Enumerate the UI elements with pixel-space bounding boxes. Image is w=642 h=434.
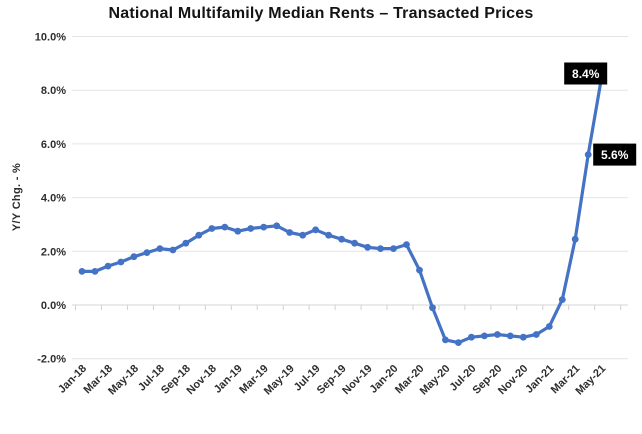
- annotation-label: 5.6%: [601, 148, 629, 162]
- data-point-Jun-19[interactable]: [299, 231, 307, 239]
- data-point-Jun-18[interactable]: [143, 249, 151, 256]
- data-point-Apr-20[interactable]: [429, 304, 436, 312]
- data-point-Apr-18[interactable]: [117, 258, 125, 266]
- data-point-May-18[interactable]: [130, 253, 138, 261]
- y-axis-tick-label: 2.0%: [41, 246, 66, 258]
- data-point-Oct-19[interactable]: [351, 239, 358, 247]
- data-point-Nov-20[interactable]: [519, 333, 527, 341]
- data-point-Apr-19[interactable]: [273, 222, 281, 230]
- y-axis-tick-label: 0.0%: [41, 300, 66, 312]
- data-point-Mar-21[interactable]: [571, 235, 579, 243]
- annotation-box: [593, 143, 637, 166]
- data-point-Feb-21[interactable]: [558, 296, 566, 303]
- y-axis-tick-label: -2.0%: [37, 354, 66, 366]
- data-point-Jun-20[interactable]: [455, 339, 462, 346]
- data-point-Jan-19[interactable]: [234, 227, 242, 235]
- chart-title: National Multifamily Median Rents – Tran…: [108, 5, 534, 22]
- series-line: [80, 77, 603, 345]
- data-point-Oct-20[interactable]: [506, 332, 514, 340]
- data-point-Aug-18[interactable]: [169, 246, 177, 254]
- annotation-box: [564, 62, 608, 85]
- data-point-Jul-20[interactable]: [468, 333, 475, 341]
- x-axis-tick-label: Nov-18: [184, 363, 218, 397]
- data-point-Oct-18[interactable]: [195, 231, 203, 239]
- y-axis-tick-label: 8.0%: [41, 85, 66, 97]
- data-point-Nov-19[interactable]: [364, 243, 371, 251]
- y-axis-title: Y/Y Chg. - %: [11, 163, 23, 231]
- data-point-Jul-18[interactable]: [156, 245, 164, 253]
- data-point-Mar-20[interactable]: [416, 266, 423, 274]
- data-point-Jan-20[interactable]: [390, 245, 397, 253]
- data-point-Sep-20[interactable]: [494, 331, 501, 338]
- data-point-Nov-18[interactable]: [208, 225, 216, 232]
- data-point-Sep-18[interactable]: [182, 239, 190, 247]
- data-point-Feb-18[interactable]: [91, 268, 99, 275]
- annotation-label: 8.4%: [572, 67, 600, 81]
- data-point-Dec-19[interactable]: [377, 245, 384, 253]
- data-point-May-20[interactable]: [442, 336, 449, 344]
- data-point-Aug-19[interactable]: [325, 231, 332, 239]
- y-axis-tick-label: 4.0%: [41, 193, 66, 205]
- data-point-Dec-20[interactable]: [532, 331, 540, 338]
- data-point-Feb-19[interactable]: [247, 225, 255, 232]
- data-point-Mar-19[interactable]: [260, 223, 268, 231]
- data-point-May-19[interactable]: [286, 229, 294, 236]
- data-point-Sep-19[interactable]: [338, 235, 345, 243]
- data-point-Jan-18[interactable]: [78, 268, 86, 275]
- data-point-Apr-21[interactable]: [584, 151, 592, 159]
- data-point-Aug-20[interactable]: [481, 332, 488, 340]
- data-point-Jul-19[interactable]: [312, 226, 319, 234]
- data-point-Dec-18[interactable]: [221, 223, 229, 231]
- y-axis-tick-label: 10.0%: [35, 32, 66, 44]
- x-axis-tick-label: Nov-19: [340, 363, 374, 397]
- data-point-Feb-20[interactable]: [403, 241, 410, 249]
- data-point-Mar-18[interactable]: [104, 262, 112, 270]
- y-axis-tick-label: 6.0%: [41, 139, 66, 151]
- data-point-Jan-21[interactable]: [545, 323, 553, 330]
